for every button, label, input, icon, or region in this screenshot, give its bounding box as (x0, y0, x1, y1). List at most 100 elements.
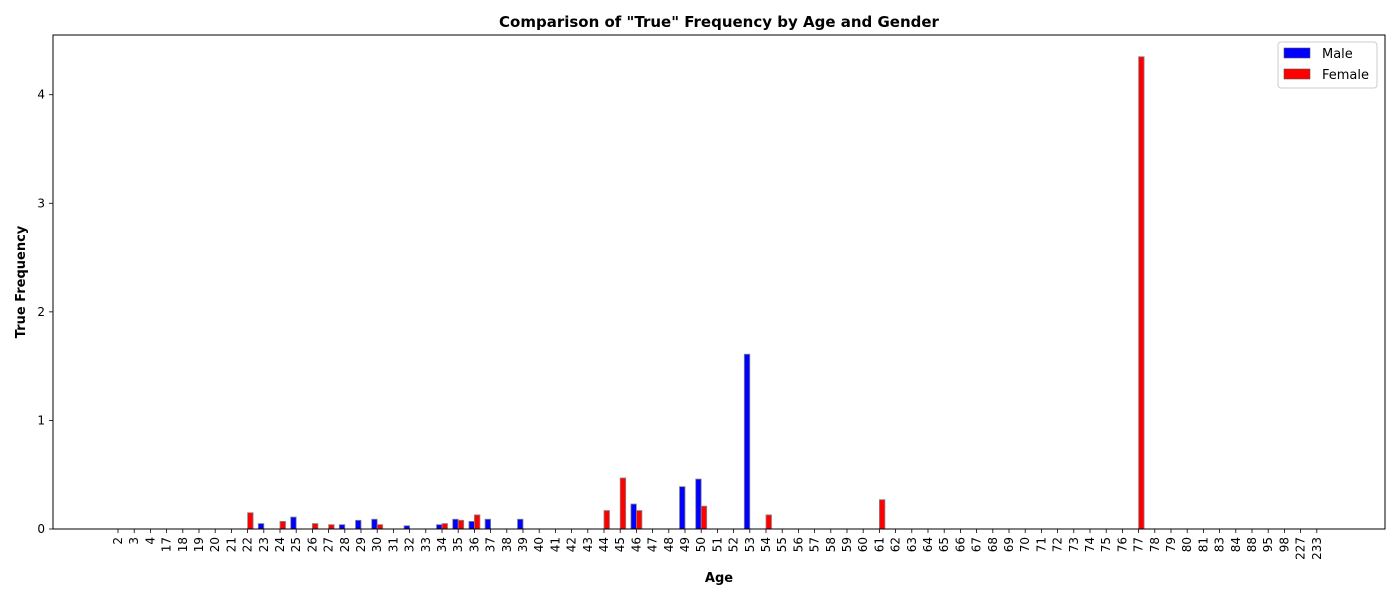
x-tick-label: 47 (646, 537, 660, 552)
x-tick-label: 45 (613, 537, 627, 552)
x-tick-label: 46 (629, 537, 643, 552)
x-tick-label: 63 (905, 537, 919, 552)
x-tick-label: 58 (824, 537, 838, 552)
bars-group (247, 56, 1145, 530)
bar-female-age-30 (376, 524, 384, 530)
x-tick-label: 81 (1196, 537, 1210, 552)
x-tick-label: 69 (1002, 537, 1016, 552)
x-tick-label: 80 (1180, 537, 1194, 552)
x-tick-label: 35 (451, 537, 465, 552)
x-tick-label: 59 (840, 537, 854, 552)
x-tick-label: 43 (581, 537, 595, 552)
x-tick-label: 36 (467, 537, 481, 552)
x-tick-label: 37 (484, 537, 498, 552)
x-tick-label: 28 (338, 537, 352, 552)
x-tick-label: 27 (322, 537, 336, 552)
x-tick-label: 29 (354, 537, 368, 552)
x-tick-label: 26 (305, 537, 319, 552)
bar-female-age-34 (441, 523, 448, 530)
x-tick-label: 21 (224, 537, 238, 552)
bar-female-age-61 (879, 499, 886, 530)
bar-female-age-46 (636, 510, 643, 530)
x-tick-label: 49 (678, 537, 692, 552)
bar-male-age-37 (484, 518, 492, 530)
x-tick-label: 98 (1277, 537, 1291, 552)
x-tick-label: 77 (1132, 537, 1146, 552)
bar-male-age-35 (452, 518, 459, 530)
x-tick-label: 65 (937, 537, 951, 552)
plot-frame (52, 34, 1386, 530)
bar-male-age-30 (371, 518, 378, 530)
legend-swatch-female (1283, 68, 1311, 80)
x-tick-label: 76 (1115, 537, 1129, 552)
bar-male-age-39 (517, 518, 524, 530)
bar-female-age-26 (311, 523, 319, 530)
x-tick-label: 25 (289, 537, 303, 552)
y-tick-label: 2 (37, 305, 45, 319)
x-tick-label: 22 (241, 537, 255, 552)
x-tick-label: 73 (1067, 537, 1081, 552)
x-tick-label: 38 (500, 537, 514, 552)
x-tick-label: 39 (516, 537, 530, 552)
bar-male-age-34 (436, 524, 443, 530)
x-tick-label: 72 (1051, 537, 1065, 552)
x-tick-label: 83 (1213, 537, 1227, 552)
x-tick-label: 42 (565, 537, 579, 552)
x-tick-label: 48 (662, 537, 676, 552)
x-tick-label: 40 (532, 537, 546, 552)
x-tick-label: 78 (1148, 537, 1162, 552)
legend-label-male: Male (1322, 47, 1353, 62)
x-tick-label: 41 (548, 537, 562, 552)
x-tick-label: 4 (143, 537, 157, 545)
x-tick-label: 54 (759, 537, 773, 552)
bar-male-age-29 (355, 519, 362, 530)
x-tick-label: 233 (1310, 537, 1324, 560)
x-tick-label: 88 (1245, 537, 1259, 552)
bar-female-age-54 (765, 514, 772, 530)
bar-female-age-35 (457, 519, 465, 530)
x-tick-label: 23 (257, 537, 271, 552)
bar-male-age-25 (290, 516, 297, 530)
bar-male-age-53 (743, 353, 751, 530)
x-tick-label: 71 (1034, 537, 1048, 552)
x-tick-label: 67 (970, 537, 984, 552)
chart-title: Comparison of "True" Frequency by Age an… (499, 13, 940, 31)
bar-female-age-44 (603, 510, 610, 530)
bar-male-age-50 (695, 478, 702, 530)
bar-male-age-23 (257, 523, 265, 530)
x-tick-label: 60 (856, 537, 870, 552)
x-tick-label: 55 (775, 537, 789, 552)
x-tick-label: 79 (1164, 537, 1178, 552)
x-tick-label: 57 (808, 537, 822, 552)
x-tick-label: 2 (111, 537, 125, 545)
x-tick-label: 3 (127, 537, 141, 545)
y-tick-label: 1 (37, 413, 45, 427)
bar-male-age-28 (338, 524, 346, 530)
x-tick-label: 33 (419, 537, 433, 552)
bar-female-age-22 (247, 512, 254, 530)
x-tick-label: 19 (192, 537, 206, 552)
x-tick-label: 18 (176, 537, 190, 552)
x-tick-label: 51 (710, 537, 724, 552)
x-tick-label: 84 (1229, 537, 1243, 552)
x-tick-label: 44 (597, 537, 611, 552)
axes-group: 2 3 4 17 18 19 20 21 22 23 24 25 26 27 28 29 30 31 32 33 34 3… (37, 88, 1323, 560)
x-tick-label: 50 (694, 537, 708, 552)
x-tick-label: 53 (743, 537, 757, 552)
bar-female-age-27 (328, 524, 335, 530)
x-tick-label: 66 (953, 537, 967, 552)
legend: Male Female (1277, 41, 1378, 89)
x-tick-label: 56 (791, 537, 805, 552)
x-tick-label: 227 (1294, 537, 1308, 560)
bar-female-age-36 (473, 514, 481, 530)
x-tick-label: 74 (1083, 537, 1097, 552)
bar-male-age-49 (679, 486, 686, 530)
y-tick-label: 4 (37, 88, 45, 102)
legend-swatch-male (1283, 47, 1311, 59)
x-tick-label: 30 (370, 537, 384, 552)
x-tick-label: 17 (160, 537, 174, 552)
y-tick-label: 0 (37, 522, 45, 536)
bar-female-age-24 (279, 521, 286, 530)
x-tick-label: 52 (727, 537, 741, 552)
